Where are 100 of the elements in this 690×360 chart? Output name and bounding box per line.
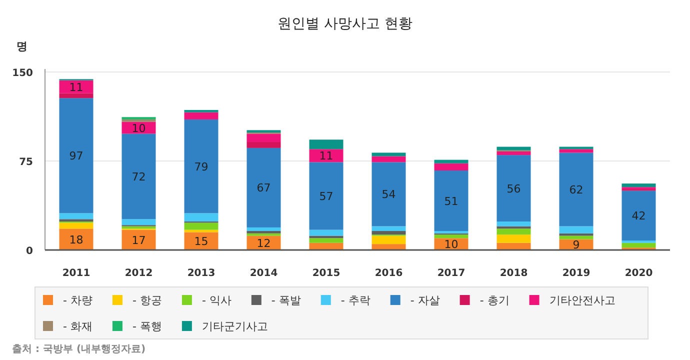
bar bbox=[622, 190, 656, 241]
x-tick-label: 2014 bbox=[250, 268, 278, 279]
bar bbox=[372, 162, 406, 226]
y-tick-label: 75 bbox=[19, 157, 34, 168]
bar bbox=[59, 219, 94, 222]
data-label: 17 bbox=[132, 234, 146, 247]
bar bbox=[434, 170, 468, 232]
data-label: 9 bbox=[572, 238, 580, 252]
bar bbox=[372, 226, 406, 232]
bar bbox=[372, 152, 406, 156]
data-label: 11 bbox=[319, 150, 334, 163]
legend-label: - 폭발 bbox=[271, 294, 301, 307]
bar bbox=[246, 148, 281, 228]
bar bbox=[496, 242, 531, 250]
legend-label: 기타안전사고 bbox=[549, 294, 616, 307]
bar bbox=[122, 219, 156, 226]
legend-label: - 차량 bbox=[63, 294, 92, 307]
bar bbox=[309, 140, 344, 150]
bar bbox=[246, 142, 281, 148]
data-label: 18 bbox=[69, 233, 84, 246]
data-label: 51 bbox=[444, 194, 458, 208]
source-note: 출처 : 국방부 (내부행정자료) bbox=[12, 344, 146, 355]
bar bbox=[246, 233, 281, 236]
legend-label: - 자살 bbox=[410, 294, 440, 307]
bar bbox=[559, 233, 594, 236]
y-tick-label: 150 bbox=[12, 68, 34, 79]
data-label: 97 bbox=[69, 150, 84, 163]
x-tick-label: 2020 bbox=[624, 268, 653, 279]
x-tick-label: 2013 bbox=[187, 268, 216, 279]
x-tick-label: 2018 bbox=[500, 268, 528, 279]
bar bbox=[184, 112, 218, 120]
bar bbox=[309, 149, 344, 162]
data-label: 57 bbox=[319, 190, 334, 204]
data-label: 10 bbox=[132, 122, 146, 135]
bar bbox=[372, 156, 406, 162]
data-label: 15 bbox=[194, 235, 208, 248]
bar bbox=[434, 163, 468, 170]
bar bbox=[434, 160, 468, 164]
bar bbox=[496, 228, 531, 235]
x-tick-label: 2012 bbox=[124, 268, 153, 279]
bar bbox=[59, 93, 94, 98]
bar bbox=[59, 80, 94, 94]
data-label: 62 bbox=[569, 183, 584, 196]
data-label: 11 bbox=[69, 80, 84, 94]
bar bbox=[246, 130, 281, 133]
y-tick-label: 0 bbox=[26, 246, 34, 257]
data-label: 56 bbox=[506, 182, 521, 196]
chart-title: 원인별 사망사고 현황 bbox=[278, 16, 412, 32]
bar bbox=[59, 213, 94, 220]
bar bbox=[59, 98, 94, 214]
legend-label: - 추락 bbox=[340, 294, 370, 307]
legend-label: - 항공 bbox=[132, 294, 162, 307]
legend-label: - 익사 bbox=[202, 294, 232, 307]
legend-label: - 화재 bbox=[63, 320, 92, 333]
x-tick-label: 2011 bbox=[62, 268, 90, 279]
data-label: 42 bbox=[632, 210, 646, 223]
bar bbox=[246, 134, 281, 142]
data-label: 54 bbox=[382, 188, 396, 202]
data-label: 79 bbox=[194, 160, 208, 174]
x-tick-label: 2017 bbox=[437, 268, 466, 279]
bar bbox=[122, 230, 156, 250]
data-label: 12 bbox=[256, 236, 271, 250]
bar bbox=[496, 155, 531, 222]
data-label: 72 bbox=[132, 170, 146, 184]
bar bbox=[309, 238, 344, 243]
bar bbox=[559, 226, 594, 234]
bar bbox=[184, 119, 218, 214]
x-tick-label: 2016 bbox=[374, 268, 403, 279]
legend-label: 기타군기사고 bbox=[202, 320, 268, 333]
bar bbox=[309, 230, 344, 236]
bar bbox=[246, 227, 281, 232]
bar bbox=[184, 232, 218, 250]
bar bbox=[496, 146, 531, 150]
bar bbox=[184, 213, 218, 222]
bar bbox=[122, 119, 156, 122]
bar bbox=[496, 234, 531, 243]
bar bbox=[309, 162, 344, 230]
bar bbox=[434, 234, 468, 238]
bar bbox=[496, 222, 531, 226]
bar bbox=[372, 244, 406, 250]
bar bbox=[622, 242, 656, 248]
x-tick-label: 2015 bbox=[312, 268, 340, 279]
x-tick-label: 2019 bbox=[562, 268, 590, 279]
bar bbox=[559, 149, 594, 153]
bar bbox=[622, 184, 656, 188]
bar bbox=[59, 222, 94, 229]
bar bbox=[184, 222, 218, 230]
bar bbox=[496, 152, 531, 156]
bar bbox=[184, 110, 218, 112]
bar bbox=[309, 242, 344, 250]
legend-label: - 총기 bbox=[480, 294, 510, 307]
bar bbox=[122, 134, 156, 220]
bar bbox=[59, 228, 94, 250]
data-label: 10 bbox=[444, 238, 458, 252]
data-label: 67 bbox=[256, 182, 271, 195]
y-axis-title: 명 bbox=[16, 40, 28, 53]
legend-label: - 폭행 bbox=[132, 320, 162, 333]
bar bbox=[372, 236, 406, 244]
bar bbox=[372, 231, 406, 235]
bar bbox=[559, 236, 594, 240]
